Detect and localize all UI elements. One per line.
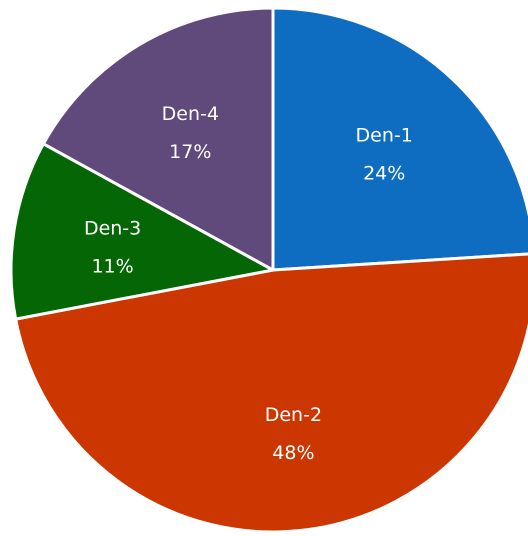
slice-value-label: 11% (91, 256, 133, 278)
slice-value-label: 48% (272, 442, 314, 464)
slice-name-label: Den-1 (356, 125, 413, 147)
slice-value-label: 24% (363, 163, 405, 185)
pie-slice-den-4 (41, 6, 275, 272)
pie-slices (9, 6, 528, 534)
pie-slice-den-3 (9, 142, 275, 321)
slice-value-label: 17% (169, 141, 211, 163)
pie-labels: Den-1 24% Den-2 48% Den-3 11% Den-4 17% (84, 103, 413, 464)
slice-name-label: Den-4 (162, 103, 219, 125)
slice-name-label: Den-2 (265, 404, 322, 426)
pie-slice-den-2 (14, 252, 528, 534)
pie-slice-den-1 (271, 6, 528, 272)
slice-name-label: Den-3 (84, 218, 141, 240)
